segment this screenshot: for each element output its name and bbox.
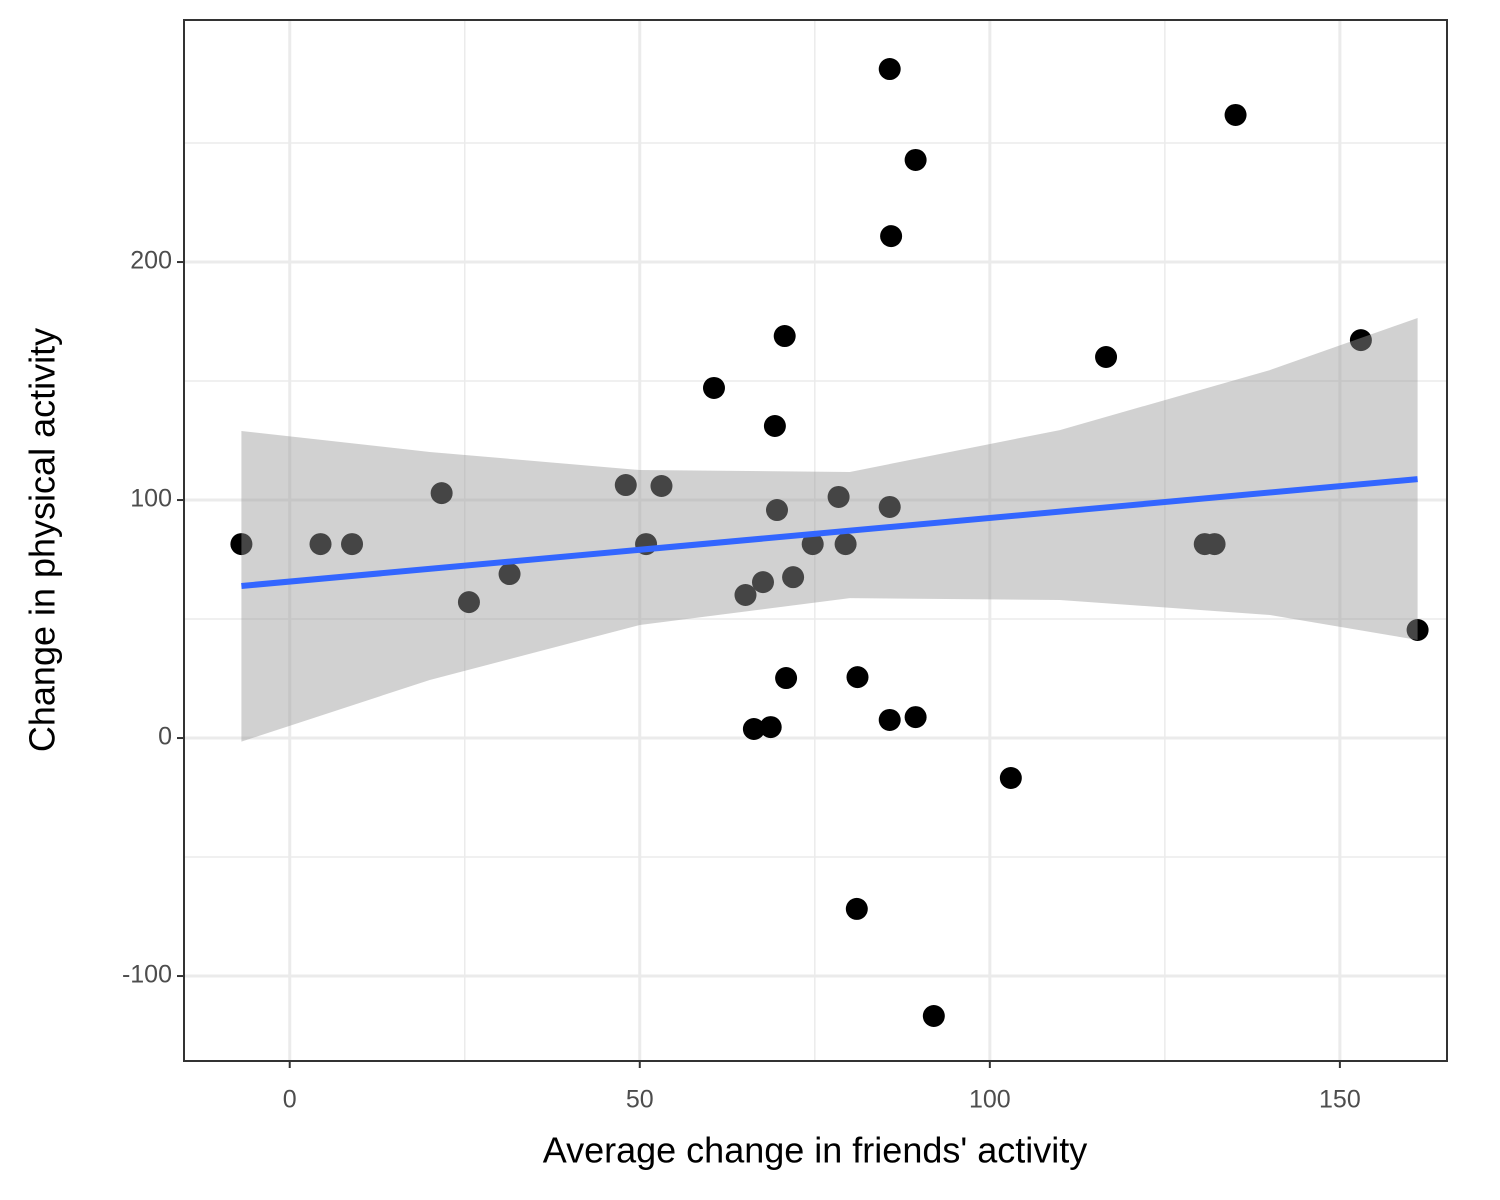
point (1349, 329, 1372, 352)
point (751, 571, 774, 594)
point (309, 533, 332, 556)
point (834, 533, 857, 556)
point (763, 415, 786, 438)
x-tick-label: 0 (283, 1086, 297, 1114)
point (878, 495, 901, 518)
y-tick-label: -100 (122, 961, 172, 989)
y-axis-title: Change in physical activity (22, 328, 63, 752)
point (341, 533, 364, 556)
point (922, 1005, 945, 1028)
point (773, 325, 796, 348)
marks (230, 58, 1429, 1028)
point (734, 584, 757, 607)
point (827, 485, 850, 508)
point (614, 474, 637, 497)
point (999, 767, 1022, 790)
point (1203, 533, 1226, 556)
fit-line (241, 476, 1418, 589)
point (845, 897, 868, 920)
point (759, 716, 782, 739)
point (1095, 346, 1118, 369)
panel-border (183, 19, 1448, 1062)
point (457, 591, 480, 614)
y-tick-label: 100 (130, 485, 172, 513)
point (880, 225, 903, 248)
point (430, 482, 453, 505)
x-axis-title: Average change in friends' activity (543, 1130, 1088, 1171)
point (904, 148, 927, 171)
x-tick-label: 50 (626, 1086, 654, 1114)
point (904, 706, 927, 729)
point (878, 708, 901, 731)
point (782, 566, 805, 589)
y-tick-label: 200 (130, 247, 172, 275)
x-tick-label: 150 (1319, 1086, 1361, 1114)
x-tick-label: 100 (969, 1086, 1011, 1114)
point (1406, 618, 1429, 641)
point (702, 376, 725, 399)
point (801, 533, 824, 556)
point (765, 499, 788, 522)
point (742, 717, 765, 740)
axes: 0 50 100 150 -100 0 100 200 (122, 247, 1361, 1114)
point (498, 563, 521, 586)
y-tick-label: 0 (158, 723, 172, 751)
point (1224, 103, 1247, 126)
point (878, 58, 901, 81)
point (846, 666, 869, 689)
point (650, 474, 673, 497)
point (230, 533, 253, 556)
point (775, 667, 798, 690)
